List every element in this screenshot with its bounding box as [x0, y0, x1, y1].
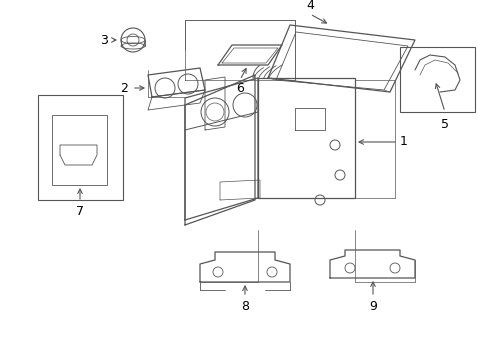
- Bar: [399, 47, 474, 112]
- Text: 9: 9: [368, 300, 376, 313]
- Bar: [52, 115, 107, 185]
- Text: 7: 7: [76, 205, 84, 218]
- Text: 2: 2: [120, 81, 128, 94]
- Text: 3: 3: [100, 33, 108, 46]
- Text: 6: 6: [236, 82, 244, 95]
- Text: 1: 1: [399, 135, 407, 148]
- Text: 5: 5: [440, 118, 448, 131]
- Text: 4: 4: [305, 0, 313, 12]
- Text: 8: 8: [241, 300, 248, 313]
- Bar: [38, 95, 123, 200]
